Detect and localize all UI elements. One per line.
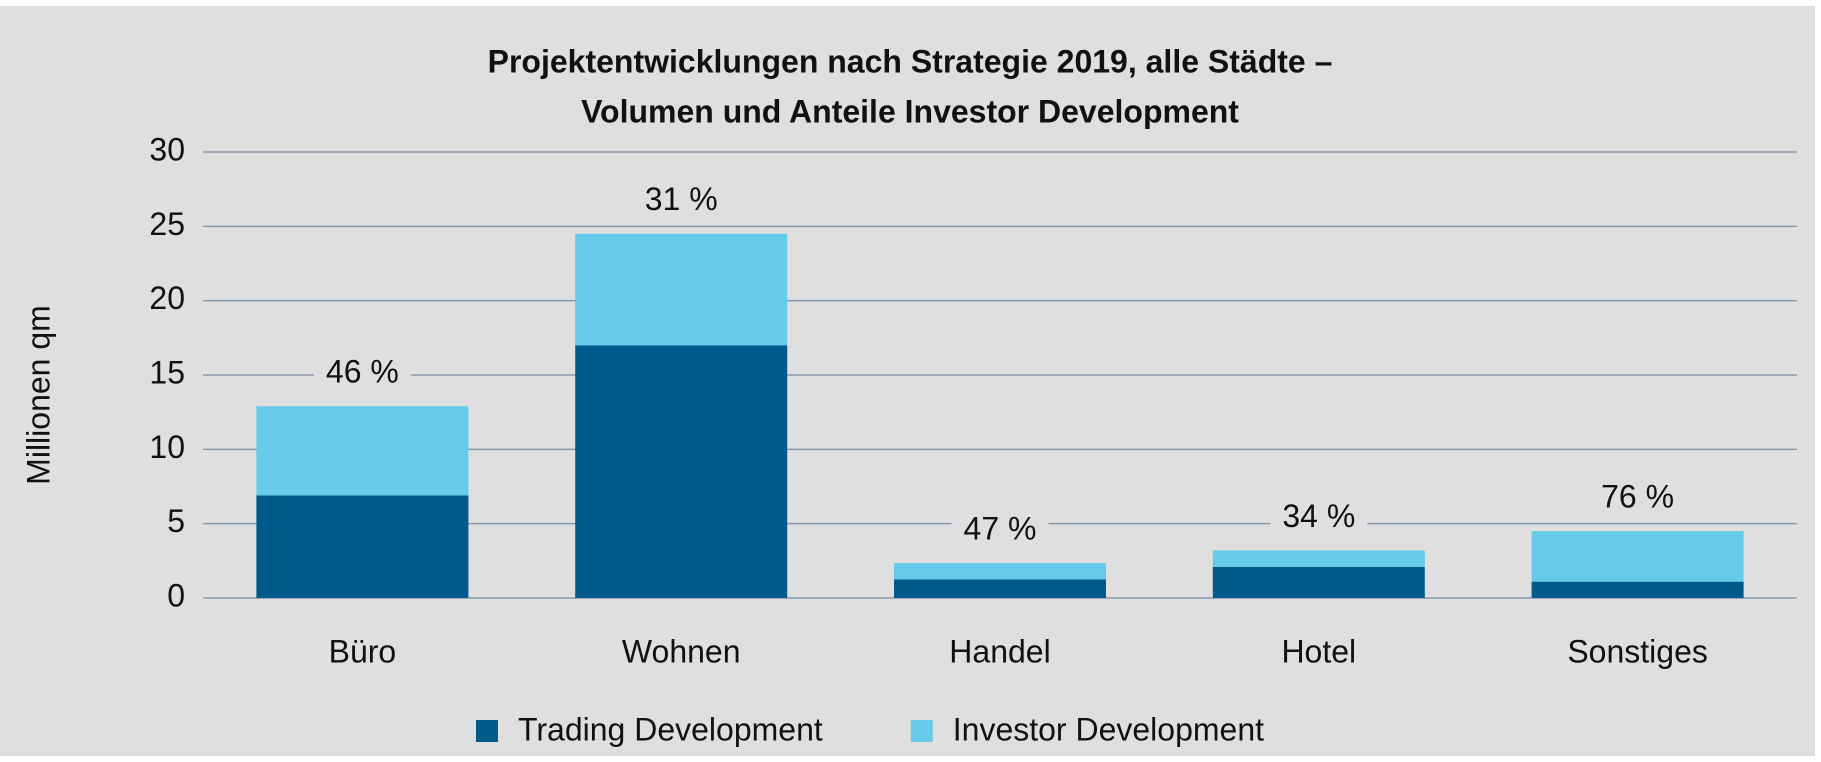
share-label: 46 %: [326, 354, 399, 390]
share-label-bg: [1270, 497, 1368, 534]
share-label-bg: [632, 181, 730, 218]
bar-segment: [256, 406, 469, 496]
bar-segment: [575, 345, 788, 598]
bar-segment: [1531, 581, 1744, 598]
x-tick-label: Büro: [329, 633, 397, 669]
y-tick-label: 15: [149, 354, 185, 390]
bar-segment: [1531, 531, 1744, 582]
x-tick-label: Hotel: [1281, 633, 1356, 669]
y-tick-label: 20: [149, 280, 185, 316]
legend-label: Investor Development: [953, 711, 1264, 747]
bar-segment: [1212, 550, 1425, 567]
chart-title: Projektentwicklungen nach Strategie 2019…: [488, 43, 1333, 79]
chart-title: Volumen und Anteile Investor Development: [581, 93, 1239, 129]
legend-label: Trading Development: [518, 711, 823, 747]
bar-segment: [893, 579, 1107, 598]
y-axis-label: Millionen qm: [20, 305, 56, 485]
share-label-bg: [1589, 478, 1687, 515]
bar-segment: [575, 233, 788, 346]
share-label: 76 %: [1601, 479, 1674, 515]
bar-segment: [256, 495, 469, 598]
bar-segment: [893, 563, 1107, 580]
share-label-bg: [951, 510, 1049, 547]
y-tick-label: 25: [149, 206, 185, 242]
bar-segment: [1212, 566, 1425, 598]
y-tick-label: 0: [167, 577, 185, 613]
y-tick-label: 5: [167, 503, 185, 539]
share-label: 31 %: [645, 181, 718, 217]
share-label: 47 %: [964, 511, 1037, 547]
legend-swatch: [910, 720, 933, 742]
y-tick-label: 30: [149, 131, 185, 167]
share-label-bg: [313, 353, 411, 390]
background: [0, 6, 1815, 756]
x-tick-label: Sonstiges: [1567, 633, 1708, 669]
y-tick-label: 10: [149, 429, 185, 465]
legend-swatch: [476, 720, 498, 742]
x-tick-label: Handel: [949, 633, 1050, 669]
share-label: 34 %: [1282, 498, 1355, 534]
x-tick-label: Wohnen: [622, 633, 741, 669]
